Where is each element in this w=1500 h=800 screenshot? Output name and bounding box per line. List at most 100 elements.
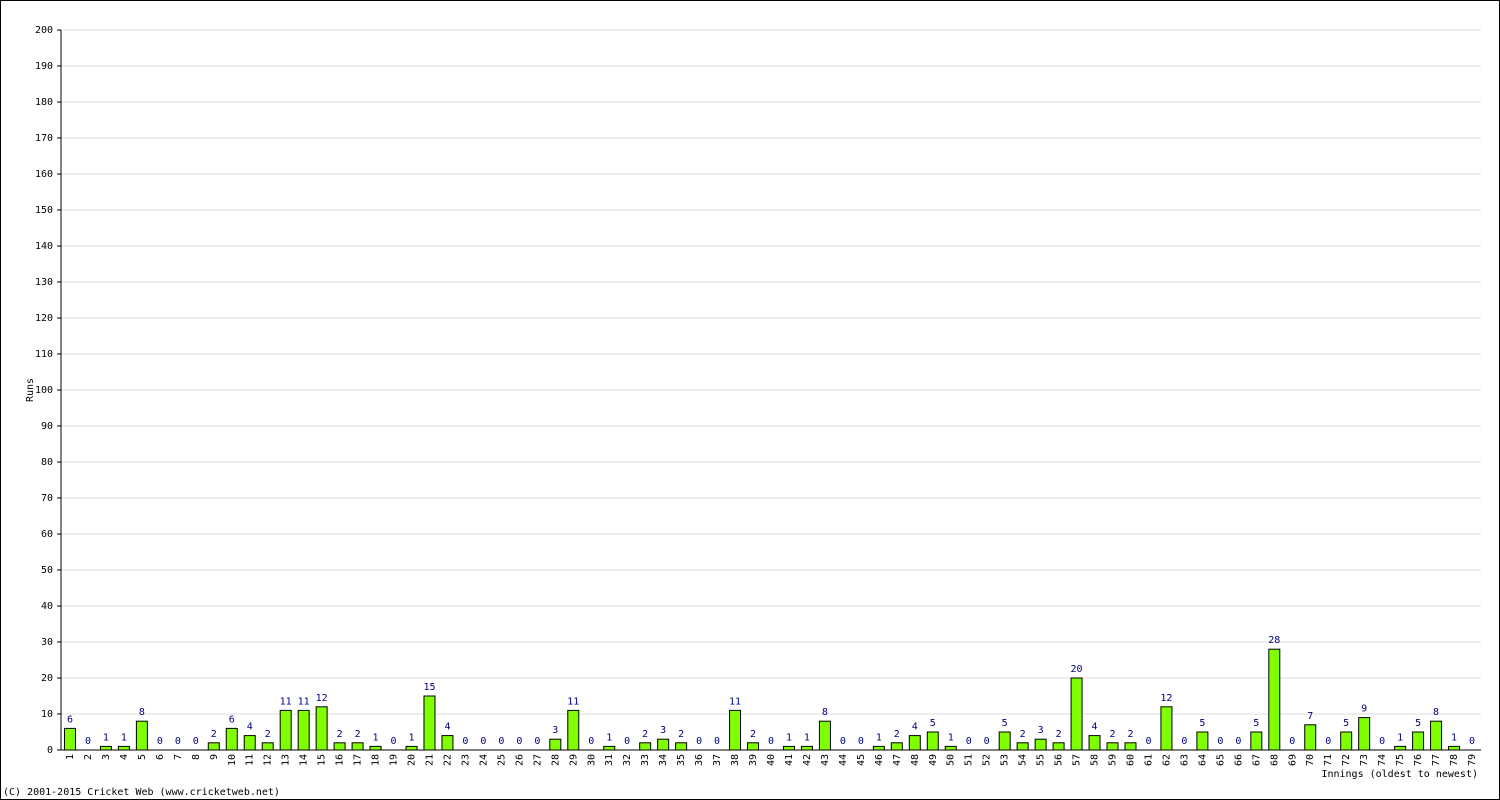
data-label: 2 bbox=[894, 729, 900, 740]
data-label: 6 bbox=[67, 714, 73, 725]
data-label: 0 bbox=[1379, 736, 1385, 747]
data-label: 0 bbox=[462, 736, 468, 747]
x-tick-label: 62 bbox=[1161, 754, 1172, 766]
data-label: 0 bbox=[480, 736, 486, 747]
x-tick-label: 9 bbox=[209, 754, 220, 760]
data-label: 4 bbox=[247, 722, 253, 733]
x-tick-label: 59 bbox=[1108, 754, 1119, 766]
bar bbox=[747, 742, 760, 751]
data-label: 0 bbox=[1469, 736, 1475, 747]
x-tick-label: 36 bbox=[694, 754, 705, 766]
y-tick-label: 190 bbox=[35, 61, 53, 72]
bar bbox=[99, 745, 112, 751]
x-tick-label: 21 bbox=[424, 754, 435, 766]
x-tick-label: 44 bbox=[838, 754, 849, 766]
x-tick-label: 42 bbox=[802, 754, 813, 766]
x-tick-label: 52 bbox=[982, 754, 993, 766]
x-tick-label: 28 bbox=[550, 754, 561, 766]
data-label: 6 bbox=[229, 714, 235, 725]
x-tick-label: 1 bbox=[65, 754, 76, 760]
bar bbox=[1088, 735, 1101, 751]
data-label: 8 bbox=[139, 707, 145, 718]
data-label: 2 bbox=[1127, 729, 1133, 740]
data-label: 11 bbox=[298, 696, 310, 707]
data-label: 1 bbox=[103, 732, 109, 743]
x-tick-label: 22 bbox=[442, 754, 453, 766]
bar bbox=[297, 709, 310, 751]
data-label: 0 bbox=[193, 736, 199, 747]
bar bbox=[1250, 731, 1263, 751]
data-label: 2 bbox=[678, 729, 684, 740]
footer: (C) 2001-2015 Cricket Web (www.cricketwe… bbox=[3, 787, 280, 798]
x-tick-label: 43 bbox=[820, 754, 831, 766]
data-label: 5 bbox=[1199, 718, 1205, 729]
x-tick-label: 20 bbox=[407, 754, 418, 766]
x-tick-label: 5 bbox=[137, 754, 148, 760]
data-label: 2 bbox=[211, 729, 217, 740]
bar bbox=[1430, 720, 1443, 751]
data-label: 4 bbox=[912, 722, 918, 733]
bar bbox=[135, 720, 148, 751]
bar bbox=[675, 742, 688, 751]
bar bbox=[1304, 724, 1317, 751]
x-tick-label: 30 bbox=[586, 754, 597, 766]
data-label: 0 bbox=[1217, 736, 1223, 747]
y-tick-label: 70 bbox=[41, 493, 53, 504]
y-tick-label: 60 bbox=[41, 529, 53, 540]
data-label: 2 bbox=[265, 729, 271, 740]
x-tick-label: 19 bbox=[389, 754, 400, 766]
data-label: 0 bbox=[534, 736, 540, 747]
data-label: 0 bbox=[498, 736, 504, 747]
bar bbox=[567, 709, 580, 751]
bar bbox=[1160, 706, 1173, 751]
y-tick-label: 50 bbox=[41, 565, 53, 576]
y-tick-label: 170 bbox=[35, 133, 53, 144]
x-tick-label: 78 bbox=[1449, 754, 1460, 766]
data-label: 0 bbox=[624, 736, 630, 747]
x-tick-label: 61 bbox=[1143, 754, 1154, 766]
data-label: 1 bbox=[948, 732, 954, 743]
x-tick-label: 47 bbox=[892, 754, 903, 766]
x-tick-label: 68 bbox=[1269, 754, 1280, 766]
bar bbox=[1052, 742, 1065, 751]
data-label: 5 bbox=[1343, 718, 1349, 729]
y-tick-label: 40 bbox=[41, 601, 53, 612]
x-tick-label: 46 bbox=[874, 754, 885, 766]
data-label: 28 bbox=[1268, 635, 1280, 646]
y-tick-label: 80 bbox=[41, 457, 53, 468]
bar bbox=[63, 727, 76, 751]
bar bbox=[423, 695, 436, 751]
data-label: 1 bbox=[1397, 732, 1403, 743]
data-label: 9 bbox=[1361, 704, 1367, 715]
bar bbox=[1196, 731, 1209, 751]
x-tick-label: 76 bbox=[1413, 754, 1424, 766]
data-label: 0 bbox=[696, 736, 702, 747]
data-label: 0 bbox=[588, 736, 594, 747]
x-tick-label: 56 bbox=[1054, 754, 1065, 766]
data-label: 0 bbox=[768, 736, 774, 747]
data-label: 2 bbox=[750, 729, 756, 740]
x-tick-label: 51 bbox=[964, 754, 975, 766]
x-tick-label: 35 bbox=[676, 754, 687, 766]
x-tick-label: 16 bbox=[335, 754, 346, 766]
x-tick-label: 23 bbox=[460, 754, 471, 766]
x-tick-label: 17 bbox=[353, 754, 364, 766]
data-label: 0 bbox=[714, 736, 720, 747]
data-label: 0 bbox=[1145, 736, 1151, 747]
x-tick-label: 31 bbox=[604, 754, 615, 766]
data-label: 0 bbox=[175, 736, 181, 747]
bar bbox=[818, 720, 831, 751]
bar bbox=[225, 727, 238, 751]
bar bbox=[908, 735, 921, 751]
bar bbox=[657, 738, 670, 751]
data-label: 0 bbox=[984, 736, 990, 747]
data-label: 5 bbox=[1415, 718, 1421, 729]
y-tick-label: 10 bbox=[41, 709, 53, 720]
bar bbox=[782, 745, 795, 751]
x-tick-label: 34 bbox=[658, 754, 669, 766]
bar bbox=[729, 709, 742, 751]
y-tick-label: 100 bbox=[35, 385, 53, 396]
x-tick-label: 39 bbox=[748, 754, 759, 766]
x-tick-label: 26 bbox=[514, 754, 525, 766]
data-label: 4 bbox=[444, 722, 450, 733]
